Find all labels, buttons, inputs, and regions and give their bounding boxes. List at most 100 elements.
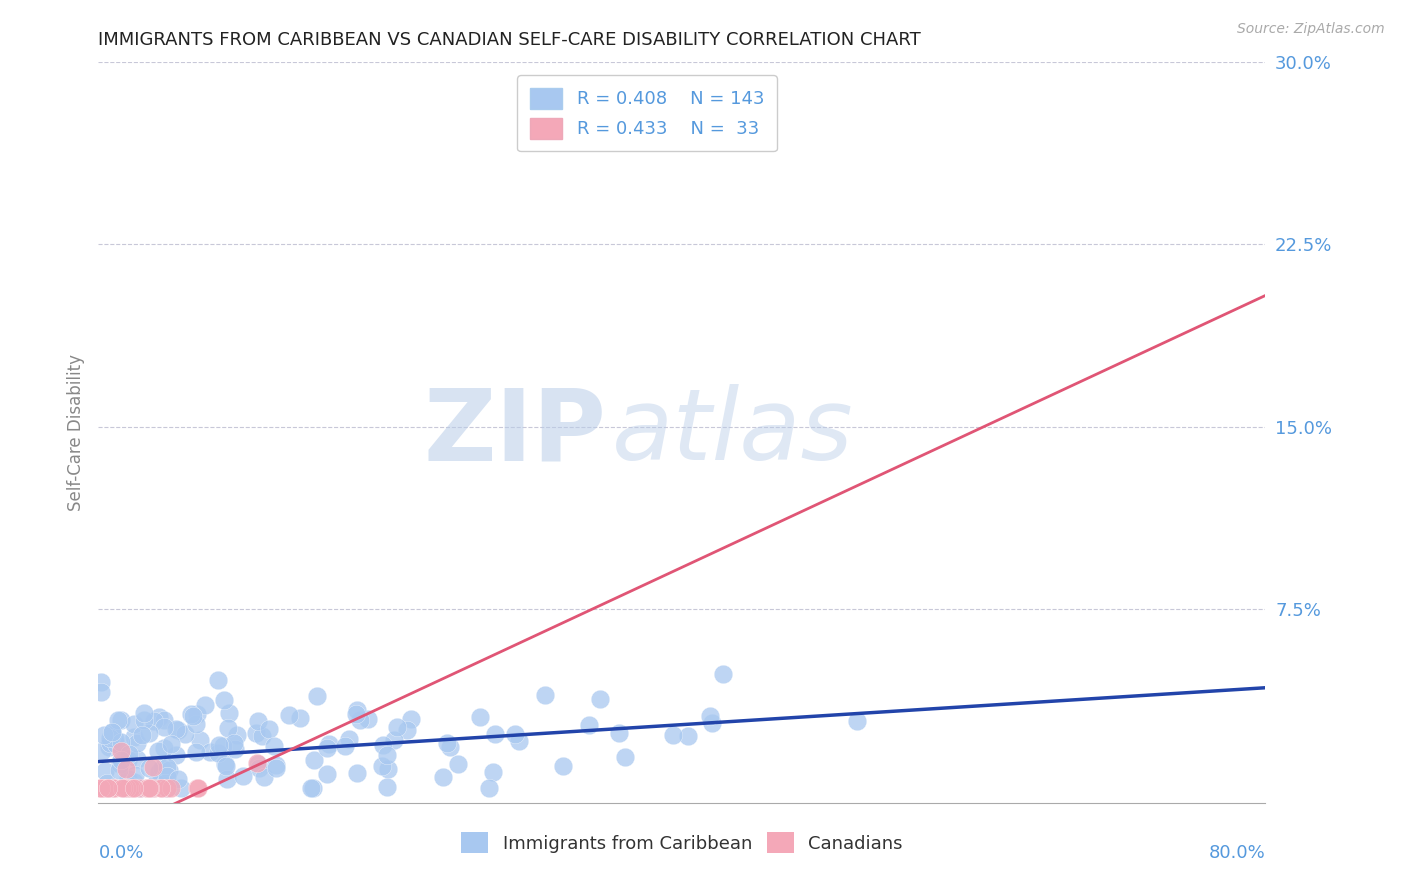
Point [194,698,217,712]
Point [153,741,176,756]
Point [207,673,229,687]
Point [307,690,329,704]
Point [108,763,131,777]
Point [186,781,208,796]
Point [180,706,202,721]
Point [142,781,165,796]
Point [98,736,121,750]
Point [118,747,141,762]
Point [181,709,204,723]
Point [277,707,299,722]
Text: ZIP: ZIP [423,384,606,481]
Point [396,723,419,737]
Y-axis label: Self-Care Disability: Self-Care Disability [66,354,84,511]
Point [250,729,273,743]
Point [484,727,506,741]
Point [377,780,399,794]
Point [111,781,134,796]
Point [373,738,395,752]
Point [156,760,179,774]
Point [110,714,132,728]
Point [150,773,173,788]
Point [356,712,378,726]
Point [117,753,139,767]
Point [104,781,127,796]
Point [208,738,231,752]
Point [110,753,132,767]
Point [167,723,190,737]
Point [156,768,179,782]
Point [607,726,630,740]
Point [157,764,180,778]
Point [127,736,149,750]
Point [105,737,128,751]
Point [93,728,115,742]
Text: Source: ZipAtlas.com: Source: ZipAtlas.com [1237,22,1385,37]
Point [200,745,222,759]
Point [104,732,127,747]
Point [533,688,555,702]
Point [375,748,398,763]
Point [215,772,238,786]
Point [316,741,339,756]
Point [436,736,458,750]
Point [222,735,245,749]
Point [91,744,114,758]
Point [117,772,139,786]
Point [212,693,235,707]
Point [846,714,869,728]
Point [299,781,322,796]
Point [215,759,238,773]
Point [263,739,285,753]
Point [173,726,195,740]
Point [110,744,132,758]
Point [131,728,153,742]
Point [132,713,155,727]
Point [122,730,145,744]
Point [90,781,112,796]
Point [110,735,132,749]
Legend: Immigrants from Caribbean, Canadians: Immigrants from Caribbean, Canadians [454,825,910,861]
Point [165,748,187,763]
Point [385,720,408,734]
Point [614,750,637,764]
Point [259,722,281,736]
Point [470,709,492,723]
Point [302,781,325,796]
Point [124,768,146,782]
Point [699,709,721,723]
Point [93,781,115,796]
Point [115,762,138,776]
Point [114,781,136,796]
Point [122,716,145,731]
Point [662,728,685,742]
Point [117,781,139,796]
Point [96,781,118,796]
Point [218,706,240,720]
Point [142,760,165,774]
Point [150,761,173,775]
Point [382,733,405,747]
Point [96,781,118,796]
Point [152,720,174,734]
Point [120,781,142,796]
Point [214,757,236,772]
Point [166,772,188,786]
Point [439,739,461,754]
Point [114,750,136,764]
Point [217,721,239,735]
Point [432,770,454,784]
Point [245,756,267,770]
Point [159,737,181,751]
Point [90,781,112,796]
Point [553,758,575,772]
Point [112,781,135,796]
Point [97,781,120,796]
Point [122,781,145,796]
Point [156,781,179,796]
Point [152,781,174,796]
Point [207,746,229,760]
Point [678,729,700,743]
Point [120,781,142,796]
Point [211,739,233,754]
